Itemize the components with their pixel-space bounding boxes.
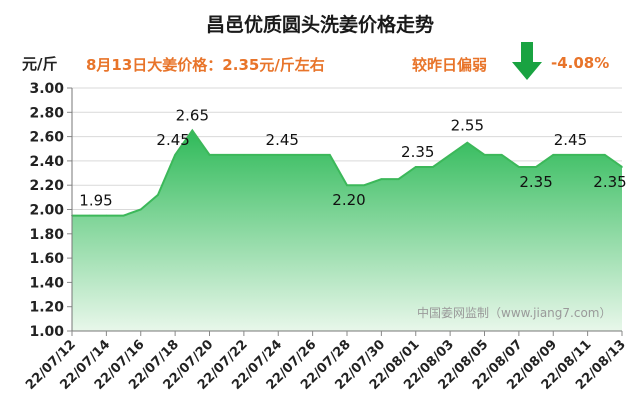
data-label: 2.45 <box>156 131 189 149</box>
x-tick-labels: 22/07/1222/07/1422/07/1622/07/1822/07/20… <box>23 331 629 393</box>
data-point <box>380 178 383 180</box>
y-tick-label: 3.00 <box>29 81 64 97</box>
data-label: 2.55 <box>451 117 484 135</box>
data-point <box>191 129 194 132</box>
y-tick-labels: 1.00 1.20 1.40 1.60 1.80 2.00 2.20 2.40 2.60 2.80… <box>29 81 64 340</box>
change-percent-value: -4.08% <box>551 54 610 72</box>
down-arrow-icon <box>512 42 542 84</box>
area-fill <box>72 130 622 331</box>
data-point <box>363 184 365 186</box>
data-point <box>139 208 142 211</box>
y-tick-label: 1.60 <box>29 251 64 267</box>
data-label: 2.35 <box>593 173 626 191</box>
y-axis-unit-label: 元/斤 <box>22 55 58 73</box>
data-point <box>157 194 159 196</box>
price-info-text: 8月13日大姜价格：2.35元/斤左右 <box>86 56 325 74</box>
data-point <box>449 154 451 156</box>
data-point <box>277 154 280 156</box>
data-point <box>329 154 331 156</box>
data-label: 2.20 <box>332 191 365 209</box>
y-tick-label: 2.60 <box>29 130 64 146</box>
data-point <box>500 154 503 156</box>
data-point <box>260 154 262 156</box>
data-point <box>174 154 176 156</box>
data-point <box>621 166 623 168</box>
data-label: 2.45 <box>266 131 299 149</box>
y-tick-label: 2.80 <box>29 105 64 121</box>
y-tick-label: 2.00 <box>29 203 64 219</box>
data-point <box>208 154 211 156</box>
data-point <box>122 214 125 217</box>
y-tick-label: 1.80 <box>29 227 64 243</box>
data-point <box>586 154 589 156</box>
data-point <box>105 214 108 217</box>
data-point <box>88 214 90 217</box>
data-point <box>432 166 434 168</box>
data-labels: 1.95 2.45 2.65 2.45 2.20 2.35 2.55 2.35 2.45 2.35 <box>79 107 626 210</box>
data-point <box>483 154 486 156</box>
data-point <box>346 184 348 186</box>
y-tick-label: 1.20 <box>29 300 64 316</box>
data-label: 2.45 <box>554 131 587 149</box>
data-point <box>604 154 606 156</box>
data-point <box>518 166 520 168</box>
data-point <box>466 141 469 144</box>
data-point <box>397 178 400 180</box>
y-tick-label: 1.00 <box>29 324 64 340</box>
area-series <box>71 128 623 331</box>
data-point <box>569 154 572 156</box>
y-tick-label: 1.40 <box>29 275 64 291</box>
data-point <box>552 154 555 156</box>
data-point <box>225 154 228 156</box>
data-point <box>535 166 537 168</box>
data-point <box>243 154 245 156</box>
compare-label: 较昨日偏弱 <box>412 56 488 74</box>
chart-title: 昌邑优质圆头洗姜价格走势 <box>205 14 434 36</box>
data-label: 1.95 <box>79 192 112 210</box>
data-point <box>311 154 314 156</box>
y-tick-label: 2.20 <box>29 178 64 194</box>
data-label: 2.65 <box>176 107 209 125</box>
data-point <box>294 154 297 156</box>
data-point <box>414 166 417 168</box>
watermark: 中国姜网监制（www.jiang7.com） <box>417 305 611 320</box>
data-label: 2.35 <box>519 173 552 191</box>
data-label: 2.35 <box>401 143 434 161</box>
y-tick-label: 2.40 <box>29 154 64 170</box>
